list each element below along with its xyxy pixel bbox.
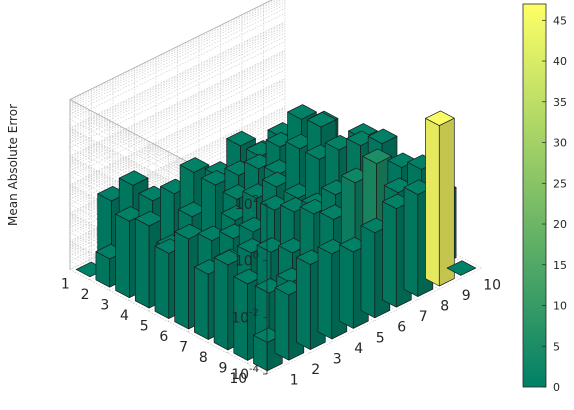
col-tick-label: 10	[483, 277, 501, 293]
col-tick-label: 6	[397, 320, 406, 336]
bar-top	[367, 128, 398, 145]
bar-side	[115, 213, 130, 299]
grid-line	[266, 267, 483, 375]
bar-side	[174, 231, 189, 330]
bar-top	[425, 110, 455, 126]
bar-side	[296, 256, 311, 350]
colorbar-gradient	[522, 3, 547, 388]
colorbar-tick-label: 45	[553, 14, 567, 27]
colorbar-tick-label: 40	[553, 55, 567, 68]
bar-side	[134, 218, 150, 309]
row-tick-label: 9	[219, 360, 228, 376]
bar-side	[213, 257, 229, 351]
col-tick-label: 3	[333, 352, 342, 368]
colorbar-tick-label: 10	[553, 300, 567, 313]
bar-side	[425, 117, 440, 287]
bar-side	[360, 225, 376, 319]
bar-side	[382, 201, 397, 308]
col-tick-label: 4	[354, 341, 363, 357]
bar-top	[306, 111, 337, 128]
row-tick-label: 3	[100, 298, 109, 314]
col-tick-label: 7	[419, 309, 428, 325]
col-tick-label: 1	[290, 373, 299, 389]
y-axis-title: Mean Absolute Error	[6, 104, 20, 226]
z-tick-label: 102	[235, 194, 259, 213]
row-tick-label: 5	[140, 319, 149, 335]
bar-top	[362, 148, 392, 165]
colorbar-tick-label: 5	[553, 340, 560, 353]
bar-side	[274, 287, 290, 361]
col-tick-label: 8	[440, 299, 449, 315]
row-tick-label: 2	[81, 287, 90, 303]
z-tick-label: 10-4	[231, 364, 259, 383]
row-tick-label: 7	[179, 339, 188, 355]
colorbar-tick-label: 30	[553, 137, 567, 150]
bar-side	[317, 246, 333, 340]
col-tick-label: 5	[376, 330, 385, 346]
bar-top	[446, 260, 477, 276]
bar-side	[438, 117, 455, 287]
row-tick-label: 4	[120, 308, 129, 324]
z-tick-label: 100	[235, 251, 259, 270]
z-tick-label: 10-2	[231, 307, 259, 326]
bar	[425, 110, 455, 287]
row-tick-label: 10	[229, 371, 247, 387]
bar-top	[134, 210, 165, 227]
bar-side	[403, 186, 419, 297]
bar	[446, 260, 477, 276]
colorbar-tick-label: 15	[553, 259, 567, 272]
colorbar: 0 5 10 15 20 25 30 35 40 45	[522, 3, 567, 394]
row-tick-label: 6	[159, 329, 168, 345]
bar-top	[287, 104, 317, 120]
colorbar-tick-label: 0	[553, 381, 560, 394]
col-tick-label: 9	[462, 288, 471, 304]
colorbar-tick-label: 25	[553, 177, 567, 190]
col-tick-label: 2	[311, 362, 320, 378]
bar-side	[339, 244, 354, 329]
bar-top	[179, 157, 210, 173]
bar-side	[194, 266, 209, 340]
bar-series	[75, 104, 477, 372]
row-tick-label: 8	[199, 350, 208, 366]
bar-side	[154, 245, 170, 319]
colorbar-tick-label: 35	[553, 96, 567, 109]
colorbar-tick-label: 20	[553, 218, 567, 231]
bar-top	[118, 170, 149, 186]
bar-top	[226, 130, 256, 147]
row-tick-label: 1	[61, 277, 70, 293]
